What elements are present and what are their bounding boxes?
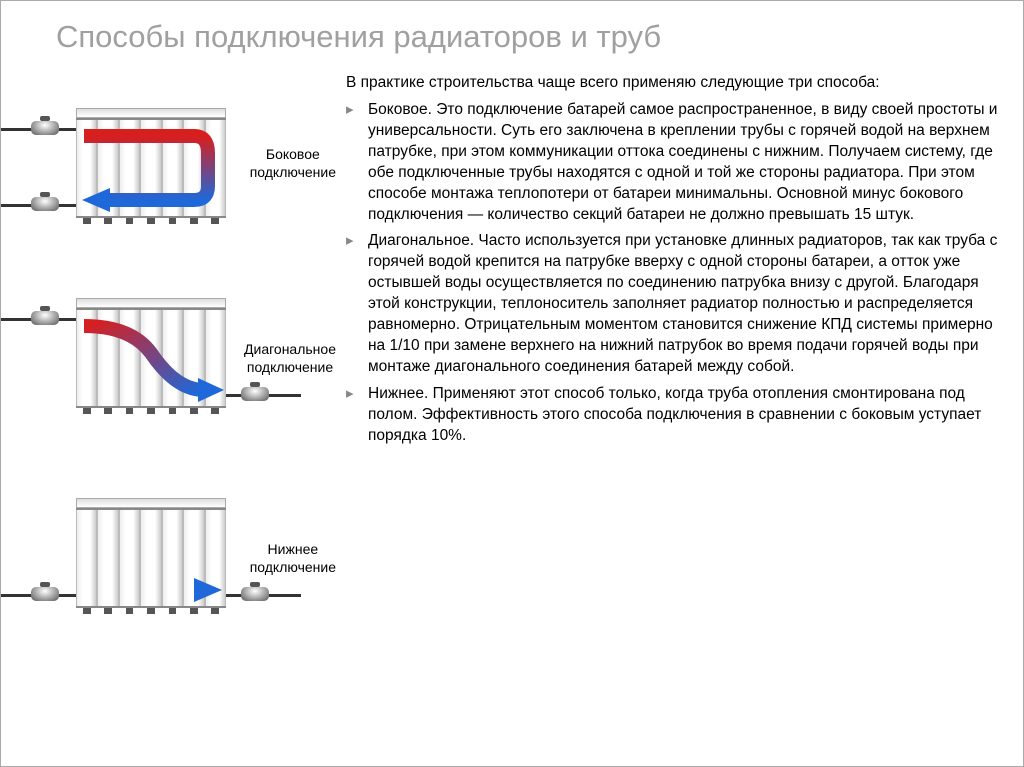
diagram-side: Боковоеподключение xyxy=(1,96,341,276)
valve-out-icon xyxy=(241,587,269,601)
bullet-side: Боковое. Это подключение батарей самое р… xyxy=(346,100,1006,226)
diagram-diagonal: Диагональноеподключение xyxy=(1,286,341,466)
intro-text: В практике строительства чаще всего прим… xyxy=(346,73,1006,94)
valve-out-icon xyxy=(241,387,269,401)
valve-out-icon xyxy=(31,197,59,211)
diagram-label: Диагональноеподключение xyxy=(244,341,336,376)
radiator xyxy=(76,498,226,618)
valve-in-icon xyxy=(31,311,59,325)
diagram-label: Нижнееподключение xyxy=(250,541,336,576)
diagram-label: Боковоеподключение xyxy=(250,146,336,181)
radiator xyxy=(76,298,226,418)
radiator xyxy=(76,108,226,228)
bullet-bottom: Нижнее. Применяют этот способ только, ко… xyxy=(346,384,1006,447)
diagram-bottom: Нижнееподключение xyxy=(1,486,341,666)
page-title: Способы подключения радиаторов и труб xyxy=(56,19,661,55)
bullet-diagonal: Диагональное. Часто используется при уст… xyxy=(346,231,1006,377)
valve-in-icon xyxy=(31,587,59,601)
text-column: В практике строительства чаще всего прим… xyxy=(346,73,1006,453)
diagram-column: Боковоеподключение Диагональноеподкл xyxy=(1,96,341,666)
valve-in-icon xyxy=(31,121,59,135)
